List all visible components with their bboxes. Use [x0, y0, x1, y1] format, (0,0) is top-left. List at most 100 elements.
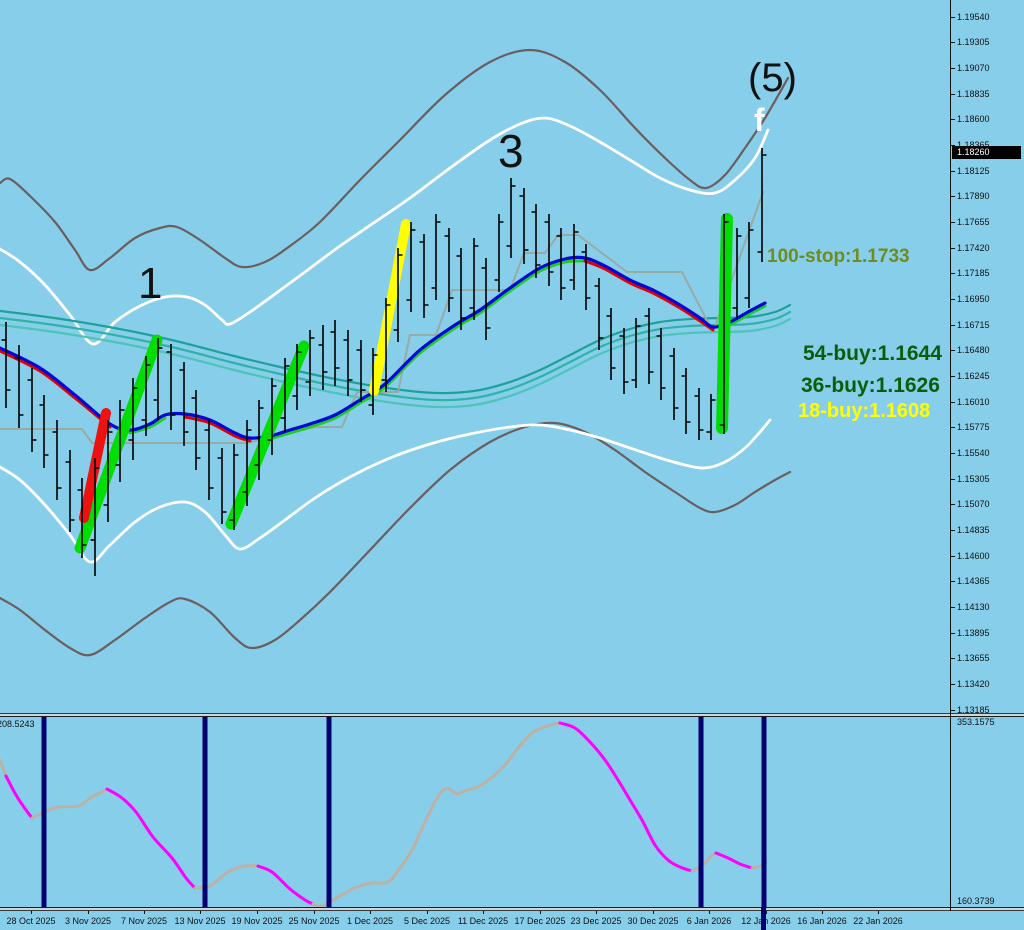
ohlc-bar: [644, 308, 654, 384]
signal-vline: [326, 717, 332, 907]
ohlc-bar: [52, 420, 62, 500]
ohlc-bar: [191, 390, 201, 470]
ohlc-bar: [669, 348, 679, 420]
date-tick-label: 25 Nov 2025: [288, 916, 340, 926]
ma-trend-down: [0, 349, 112, 429]
ma-blue-line: [0, 255, 767, 440]
ohlc-bar: [27, 368, 37, 452]
indicator-panel[interactable]: 208.5243: [0, 717, 950, 907]
price-tick-label: 1.14130: [957, 601, 990, 612]
buy54-level-label[interactable]: 54-buy:1.1644: [803, 342, 942, 365]
ohlc-bar: [77, 478, 87, 558]
ohlc-bar: [656, 328, 666, 400]
wave-label-1[interactable]: 1: [138, 259, 163, 308]
ohlc-bar: [431, 214, 441, 300]
date-tick-mark: [822, 911, 823, 914]
oscillator-segment: [256, 864, 315, 906]
wave-label-3[interactable]: 3: [498, 125, 524, 177]
panel-separator-top[interactable]: [0, 713, 1024, 717]
teal-ma-line: [0, 317, 792, 409]
date-tick-label: 12 Jan 2026: [741, 916, 791, 926]
ohlc-bar: [14, 345, 24, 428]
date-tick-label: 17 Dec 2025: [514, 916, 566, 926]
price-tick-label: 1.15540: [957, 447, 990, 458]
date-tick-label: 3 Nov 2025: [64, 916, 112, 926]
date-tick-mark: [427, 911, 428, 914]
ohlc-bar: [204, 420, 214, 500]
date-tick-mark: [88, 911, 89, 914]
price-tick-mark: [951, 221, 955, 223]
date-tick-mark: [257, 911, 258, 914]
ma-trend-down: [583, 259, 715, 332]
ohlc-bar: [305, 330, 315, 396]
date-tick-mark: [596, 911, 597, 914]
price-tick-mark: [951, 67, 955, 69]
ma-trend-down: [183, 415, 252, 443]
ma-trend-up: [268, 259, 587, 441]
ohlc-bar: [65, 450, 75, 532]
price-tick-label: 1.15775: [957, 422, 990, 433]
ohlc-bar: [619, 328, 629, 394]
price-tick-label: 1.15070: [957, 499, 990, 510]
signal-vline: [698, 717, 704, 907]
date-axis[interactable]: 28 Oct 2025 3 Nov 2025 7 Nov 2025 13 Nov 20…: [0, 911, 1024, 930]
ohlc-bar: [556, 228, 566, 300]
ohlc-bar: [569, 224, 579, 290]
price-axis[interactable]: 1.18260 353.1575 160.3739 1.19540 1.19305…: [950, 0, 1024, 930]
ohlc-bar: [419, 234, 429, 318]
price-tick-label: 1.18600: [957, 114, 990, 125]
price-tick-mark: [951, 93, 955, 95]
price-tick-label: 1.17420: [957, 242, 990, 253]
date-tick-label: 7 Nov 2025: [120, 916, 168, 926]
buy18-level-label[interactable]: 18-buy:1.1608: [798, 400, 931, 422]
date-tick-mark: [370, 911, 371, 914]
ohlc-bar: [393, 248, 403, 342]
panel-separator-bottom[interactable]: [0, 907, 1024, 911]
date-tick-mark: [314, 911, 315, 914]
signal-vline: [41, 717, 47, 907]
ohlc-bar: [594, 278, 604, 350]
price-tick-label: 1.16480: [957, 345, 990, 356]
price-tick-label: 1.19540: [957, 11, 990, 22]
ohlc-bar: [519, 188, 529, 264]
price-tick-label: 1.13420: [957, 678, 990, 689]
ohlc-bar: [406, 222, 416, 312]
ohlc-bar: [128, 378, 138, 460]
date-tick-mark: [200, 911, 201, 914]
ohlc-bar: [368, 348, 378, 415]
ohlc-bar: [606, 308, 616, 380]
price-tick-mark: [951, 683, 955, 685]
price-tick-label: 1.15305: [957, 473, 990, 484]
price-tick-label: 1.16010: [957, 396, 990, 407]
signal-vline: [202, 717, 208, 907]
oscillator-segment: [714, 851, 754, 870]
ohlc-bar: [267, 378, 277, 455]
price-tick-label: 1.16715: [957, 319, 990, 330]
oscillator-segment: [558, 721, 694, 873]
price-tick-label: 1.14600: [957, 550, 990, 561]
price-tick-label: 1.17655: [957, 216, 990, 227]
ohlc-bar: [706, 394, 716, 440]
stop-level-label[interactable]: 100-stop:1.1733: [767, 246, 910, 267]
current-price-box: 1.18260: [952, 146, 1021, 159]
indicator-scale-max: 353.1575: [957, 717, 995, 727]
date-tick-label: 5 Dec 2025: [403, 916, 451, 926]
price-tick-mark: [951, 247, 955, 249]
ohlc-bar: [494, 214, 504, 292]
price-tick-mark: [951, 658, 955, 660]
price-tick-mark: [951, 555, 955, 557]
ohlc-bar: [719, 214, 729, 434]
ohlc-bar: [544, 214, 554, 286]
price-tick-mark: [951, 709, 955, 711]
ohlc-bar: [531, 204, 541, 278]
oscillator-canvas[interactable]: [0, 717, 950, 907]
main-chart-area[interactable]: 1 3 (5) f 100-stop:1.1733 54-buy:1.1644 …: [0, 0, 950, 713]
price-chart-canvas[interactable]: [0, 0, 950, 713]
date-tick-label: 22 Jan 2026: [853, 916, 903, 926]
wave-label-5[interactable]: (5): [748, 56, 797, 100]
buy36-level-label[interactable]: 36-buy:1.1626: [801, 374, 940, 397]
signal-flag-f[interactable]: f: [754, 102, 765, 138]
current-price-value: 1.18260: [957, 147, 990, 157]
oscillator-segment: [311, 721, 562, 907]
